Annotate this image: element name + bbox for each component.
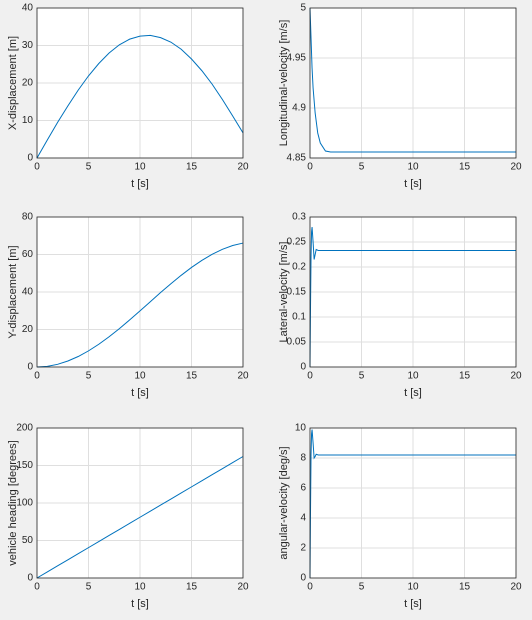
x-tick-label: 10 bbox=[407, 162, 419, 173]
x-tick-label: 0 bbox=[307, 371, 313, 382]
data-line bbox=[309, 429, 516, 579]
y-tick-label: 50 bbox=[22, 535, 34, 546]
y-axis-label: Y-displacement [m] bbox=[7, 245, 19, 338]
x-tick-label: 5 bbox=[359, 582, 365, 593]
y-tick-label: 4 bbox=[300, 513, 306, 524]
axes-box bbox=[309, 7, 517, 159]
y-tick-label: 0.2 bbox=[292, 262, 306, 273]
x-axis-label: t [s] bbox=[131, 387, 149, 399]
x-tick-label: 0 bbox=[307, 162, 313, 173]
x-tick-label: 20 bbox=[237, 371, 249, 382]
y-tick-label: 40 bbox=[22, 3, 34, 14]
x-tick-label: 10 bbox=[134, 162, 146, 173]
axes-box bbox=[309, 427, 517, 579]
x-tick-label: 0 bbox=[34, 371, 40, 382]
y-tick-label: 0 bbox=[300, 362, 306, 373]
y-tick-label: 0 bbox=[27, 362, 33, 373]
y-tick-label: 5 bbox=[300, 3, 306, 14]
x-tick-label: 20 bbox=[237, 582, 249, 593]
y-tick-label: 150 bbox=[16, 460, 33, 471]
y-tick-label: 0 bbox=[300, 573, 306, 584]
y-tick-label: 0.15 bbox=[287, 287, 307, 298]
y-tick-label: 4.85 bbox=[287, 153, 307, 164]
data-line bbox=[36, 242, 244, 368]
y-tick-label: 60 bbox=[22, 249, 34, 260]
x-axis-label: t [s] bbox=[131, 598, 149, 610]
y-axis-label: X-displacement [m] bbox=[7, 36, 19, 130]
x-tick-label: 15 bbox=[186, 371, 198, 382]
axes-box bbox=[309, 216, 517, 368]
axes-box bbox=[36, 216, 244, 368]
x-tick-label: 0 bbox=[34, 582, 40, 593]
x-tick-label: 5 bbox=[86, 371, 92, 382]
y-tick-label: 10 bbox=[22, 115, 34, 126]
y-tick-label: 80 bbox=[22, 212, 34, 223]
y-tick-label: 0 bbox=[27, 153, 33, 164]
y-tick-label: 40 bbox=[22, 287, 34, 298]
y-tick-label: 0.25 bbox=[287, 237, 307, 248]
x-axis-label: t [s] bbox=[404, 178, 422, 190]
y-tick-label: 20 bbox=[22, 324, 34, 335]
y-tick-label: 4.95 bbox=[287, 53, 307, 64]
x-tick-label: 5 bbox=[86, 162, 92, 173]
x-axis-label: t [s] bbox=[131, 178, 149, 190]
y-tick-label: 100 bbox=[16, 498, 33, 509]
y-tick-label: 0 bbox=[27, 573, 33, 584]
axes-box bbox=[36, 427, 244, 579]
x-axis-label: t [s] bbox=[404, 598, 422, 610]
x-tick-label: 10 bbox=[134, 371, 146, 382]
x-tick-label: 10 bbox=[407, 582, 419, 593]
y-tick-label: 8 bbox=[300, 453, 306, 464]
x-tick-label: 0 bbox=[307, 582, 313, 593]
y-tick-label: 20 bbox=[22, 78, 34, 89]
y-tick-label: 30 bbox=[22, 40, 34, 51]
axes-box bbox=[36, 7, 244, 159]
x-tick-label: 0 bbox=[34, 162, 40, 173]
x-tick-label: 5 bbox=[359, 371, 365, 382]
y-tick-label: 4.9 bbox=[292, 103, 306, 114]
x-tick-label: 15 bbox=[186, 582, 198, 593]
y-tick-label: 6 bbox=[300, 483, 306, 494]
x-tick-label: 20 bbox=[510, 582, 522, 593]
x-tick-label: 10 bbox=[134, 582, 146, 593]
x-tick-label: 15 bbox=[459, 371, 471, 382]
x-tick-label: 10 bbox=[407, 371, 419, 382]
x-tick-label: 5 bbox=[86, 582, 92, 593]
y-axis-label: vehicle heading [degrees] bbox=[7, 440, 19, 565]
x-tick-label: 20 bbox=[510, 162, 522, 173]
data-line bbox=[36, 34, 244, 159]
y-axis-label: angular-velocity [deg/s] bbox=[278, 446, 290, 559]
x-tick-label: 15 bbox=[459, 162, 471, 173]
data-line bbox=[309, 7, 516, 153]
x-axis-label: t [s] bbox=[404, 387, 422, 399]
data-line bbox=[309, 226, 516, 368]
y-tick-label: 10 bbox=[295, 423, 307, 434]
data-line bbox=[36, 456, 244, 579]
y-axis-label: Longitudinal-velocity [m/s] bbox=[278, 20, 290, 147]
x-tick-label: 20 bbox=[237, 162, 249, 173]
y-tick-label: 200 bbox=[16, 423, 33, 434]
x-tick-label: 15 bbox=[459, 582, 471, 593]
x-tick-label: 20 bbox=[510, 371, 522, 382]
y-axis-label: Lateral-velocity [m/s] bbox=[278, 242, 290, 343]
y-tick-label: 0.05 bbox=[287, 337, 307, 348]
y-tick-label: 2 bbox=[300, 543, 306, 554]
x-tick-label: 5 bbox=[359, 162, 365, 173]
y-tick-label: 0.3 bbox=[292, 212, 306, 223]
x-tick-label: 15 bbox=[186, 162, 198, 173]
y-tick-label: 0.1 bbox=[292, 312, 306, 323]
